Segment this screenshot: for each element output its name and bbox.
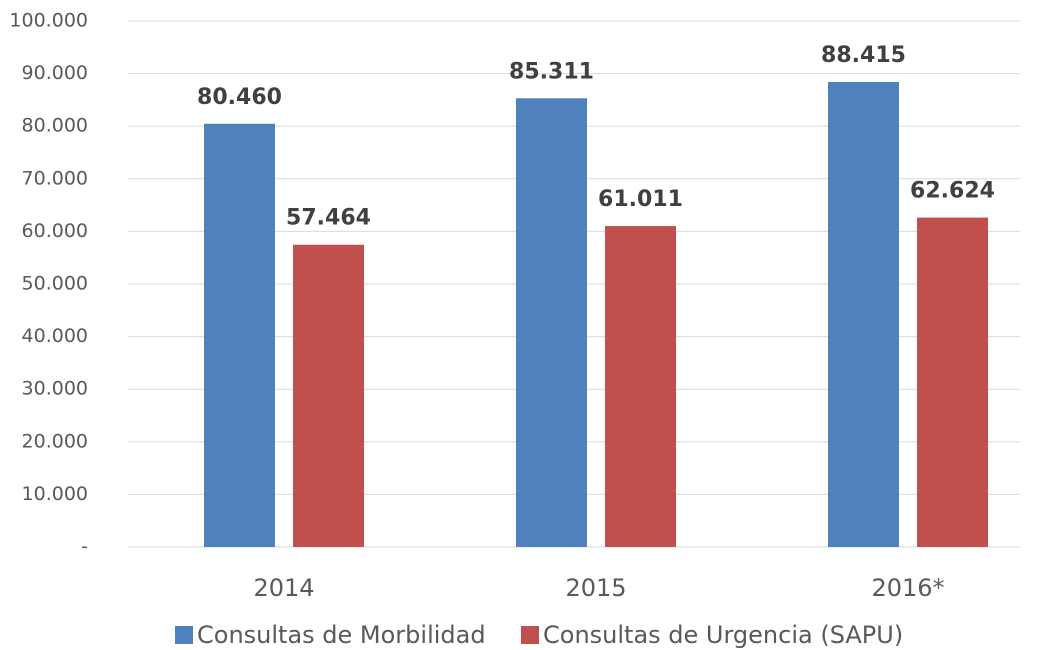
- x-tick-label: 2014: [253, 574, 314, 602]
- bar: [204, 123, 275, 548]
- bar: [828, 81, 899, 547]
- legend-swatch: [175, 626, 193, 644]
- y-tick-label: 60.000: [22, 220, 88, 242]
- data-label: 80.460: [197, 85, 282, 110]
- data-label: 57.464: [286, 206, 371, 231]
- y-tick-label: 50.000: [22, 273, 88, 295]
- y-tick-label: -: [81, 536, 88, 558]
- bar: [917, 217, 988, 547]
- y-tick-label: 10.000: [22, 483, 88, 505]
- y-tick-label: 70.000: [22, 167, 88, 189]
- y-tick-label: 20.000: [22, 430, 88, 452]
- y-tick-label: 90.000: [22, 62, 88, 84]
- y-tick-label: 30.000: [22, 378, 88, 400]
- y-tick-label: 80.000: [22, 115, 88, 137]
- legend-label: Consultas de Morbilidad: [197, 621, 486, 649]
- data-label: 88.415: [821, 43, 906, 68]
- bar: [293, 244, 364, 547]
- data-label: 62.624: [910, 179, 995, 204]
- x-tick-label: 2016*: [871, 574, 944, 602]
- y-tick-label: 40.000: [22, 325, 88, 347]
- y-tick-label: 100.000: [9, 10, 88, 32]
- bar: [516, 98, 587, 548]
- legend-swatch: [521, 626, 539, 644]
- x-tick-label: 2015: [565, 574, 626, 602]
- legend-label: Consultas de Urgencia (SAPU): [543, 621, 903, 649]
- data-label: 85.311: [509, 59, 594, 84]
- data-label: 61.011: [598, 187, 683, 212]
- bar: [605, 226, 676, 547]
